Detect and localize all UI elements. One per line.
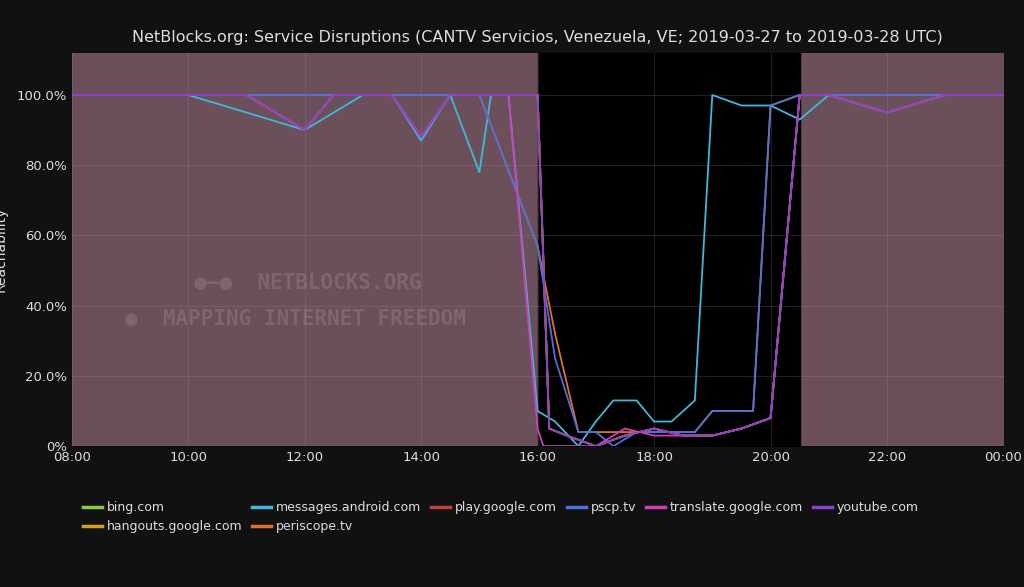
Y-axis label: Reachability: Reachability [0,207,8,292]
Title: NetBlocks.org: Service Disruptions (CANTV Servicios, Venezuela, VE; 2019-03-27 t: NetBlocks.org: Service Disruptions (CANT… [132,30,943,45]
Legend: bing.com, hangouts.google.com, messages.android.com, periscope.tv, play.google.c: bing.com, hangouts.google.com, messages.… [78,496,924,538]
Text: ●—●  NETBLOCKS.ORG
●  MAPPING INTERNET FREEDOM: ●—● NETBLOCKS.ORG ● MAPPING INTERNET FRE… [125,272,466,329]
